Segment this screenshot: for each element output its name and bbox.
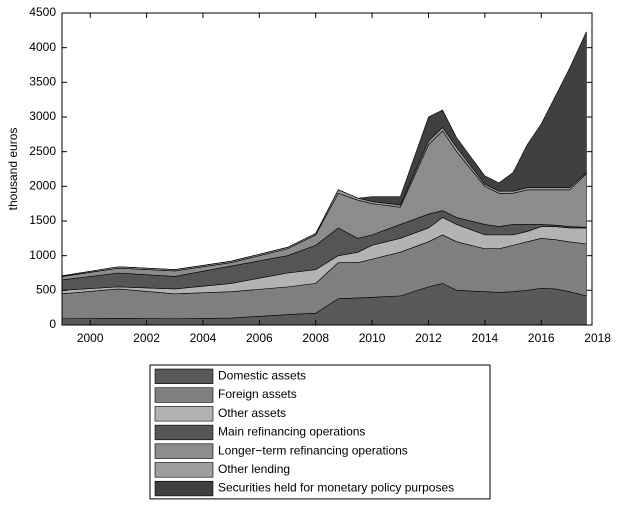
x-tick-label: 2012 xyxy=(415,331,442,345)
y-axis-label: thousand euros xyxy=(6,128,20,211)
y-tick-label: 3500 xyxy=(29,75,56,89)
legend-label: Main refinancing operations xyxy=(218,425,365,439)
legend-label: Domestic assets xyxy=(218,369,306,383)
legend-label: Foreign assets xyxy=(218,387,297,401)
y-tick-label: 4000 xyxy=(29,40,56,54)
y-tick-label: 0 xyxy=(49,317,56,331)
y-tick-label: 4500 xyxy=(29,5,56,19)
legend-swatch xyxy=(154,462,214,478)
legend-label: Other assets xyxy=(218,406,286,420)
plot-frame xyxy=(61,12,593,326)
legend-label: Other lending xyxy=(218,462,290,476)
x-tick-label: 2008 xyxy=(302,331,329,345)
x-tick-label: 2004 xyxy=(190,331,217,345)
x-tick-label: 2010 xyxy=(359,331,386,345)
y-tick-label: 2000 xyxy=(29,179,56,193)
legend-swatch xyxy=(154,387,214,403)
x-tick-label: 2006 xyxy=(246,331,273,345)
x-tick-label: 2002 xyxy=(133,331,160,345)
x-tick-label: 2016 xyxy=(528,331,555,345)
x-tick-label: 2000 xyxy=(77,331,104,345)
legend-swatch xyxy=(154,368,214,384)
y-tick-label: 1500 xyxy=(29,213,56,227)
y-tick-label: 500 xyxy=(36,283,56,297)
legend-label: Securities held for monetary policy purp… xyxy=(218,481,454,495)
x-tick-label: 2018 xyxy=(584,331,611,345)
legend-swatch xyxy=(154,480,214,497)
legend-swatch xyxy=(154,424,214,441)
y-tick-label: 2500 xyxy=(29,144,56,158)
area xyxy=(61,31,587,277)
legend-swatch xyxy=(154,443,214,459)
y-tick-label: 1000 xyxy=(29,248,56,262)
x-tick-label: 2014 xyxy=(472,331,499,345)
y-tick-label: 3000 xyxy=(29,109,56,123)
legend-label: Longer−term refinancing operations xyxy=(218,443,408,457)
legend-swatch xyxy=(154,406,214,422)
